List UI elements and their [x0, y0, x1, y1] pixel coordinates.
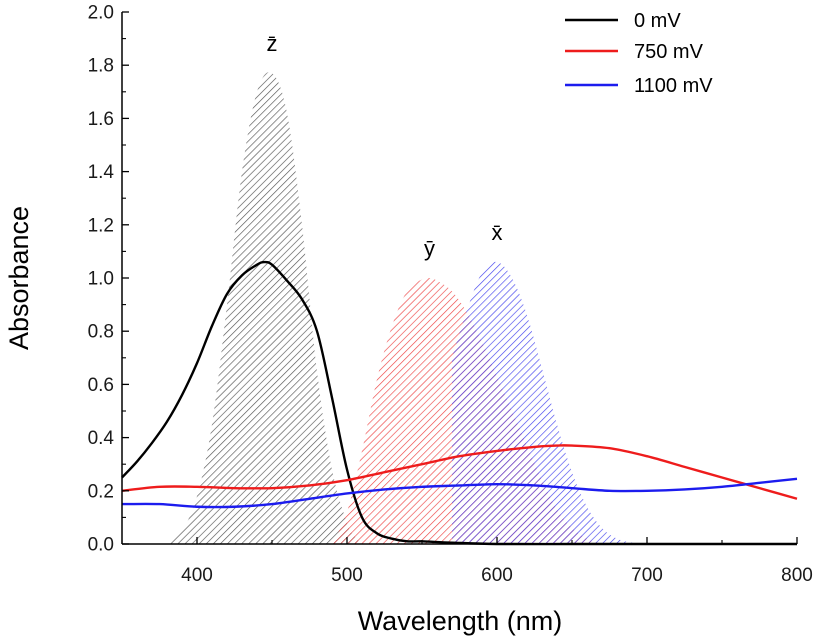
y-tick-label: 0.4 — [88, 428, 115, 449]
y-tick-label: 1.8 — [88, 56, 114, 77]
legend-label-0mv: 0 mV — [634, 10, 681, 32]
series-1100mv-line — [121, 477, 798, 509]
y-tick-label: 0.2 — [88, 481, 114, 502]
cmf-label-layer: z̄ ȳ x̄ — [267, 31, 503, 261]
cmf-shaded-layer — [167, 72, 647, 545]
cmf-label-x-bar: x̄ — [492, 220, 503, 245]
y-axis-title: Absorbance — [4, 206, 34, 350]
legend: 0 mV 750 mV 1100 mV — [565, 10, 713, 97]
y-tick-label: 1.2 — [88, 215, 114, 236]
y-tick-label: 1.0 — [88, 269, 114, 290]
x-tick-label: 600 — [481, 565, 513, 586]
x-tick-label: 700 — [631, 565, 663, 586]
axes-layer: 0.0 0.2 0.4 0.6 0.8 1.0 1.2 1.4 1.6 1.8 2.0 400 500 6… — [88, 3, 813, 587]
x-axis-title: Wavelength (nm) — [358, 606, 563, 636]
y-tick-label: 0.8 — [88, 322, 114, 343]
x-tick-label: 400 — [181, 565, 213, 586]
y-tick-label: 0.6 — [88, 375, 114, 396]
cmf-area-z-bar — [167, 72, 362, 545]
legend-label-1100mv: 1100 mV — [634, 75, 713, 97]
series-750mv-line — [121, 444, 798, 500]
y-tick-label: 0.0 — [88, 535, 114, 556]
cmf-area-x-bar — [452, 261, 647, 544]
y-tick-label: 1.6 — [88, 109, 114, 130]
cmf-label-z-bar: z̄ — [267, 31, 278, 56]
x-tick-label: 500 — [331, 565, 363, 586]
legend-label-750mv: 750 mV — [634, 41, 704, 63]
y-tick-label: 2.0 — [88, 3, 114, 24]
x-tick-label: 800 — [781, 565, 813, 586]
y-tick-label: 1.4 — [88, 162, 115, 183]
cmf-label-y-bar: ȳ — [424, 236, 435, 261]
